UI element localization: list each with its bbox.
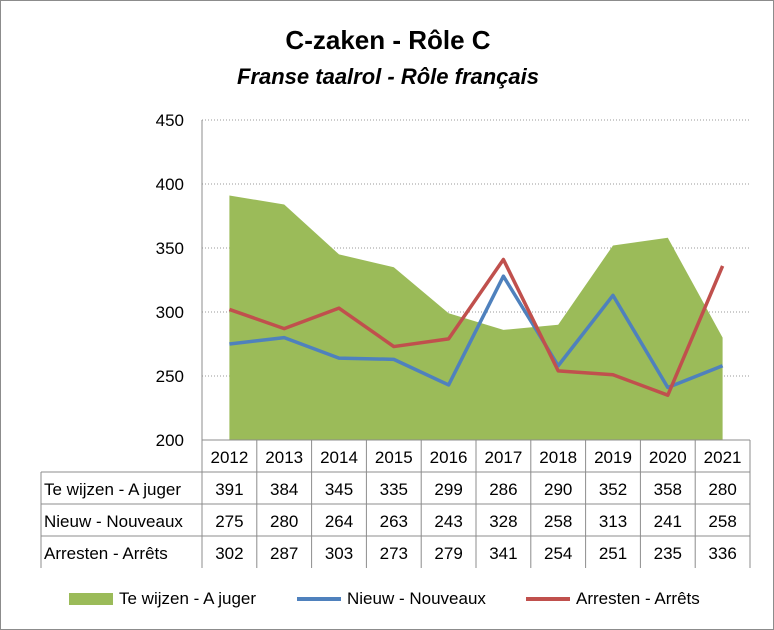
table-cell: 299 — [434, 480, 462, 499]
x-tick-label: 2013 — [265, 448, 303, 467]
table-cell: 303 — [325, 544, 353, 563]
line-arresten — [228, 257, 725, 397]
table-cell: 263 — [380, 512, 408, 531]
chart-title: C-zaken - Rôle C — [285, 25, 491, 55]
table-cell: 280 — [708, 480, 736, 499]
legend-swatch-nieuw — [297, 597, 341, 601]
table-cell: 345 — [325, 480, 353, 499]
table-cell: 254 — [544, 544, 572, 563]
legend-item-te-wijzen: Te wijzen - A juger — [69, 587, 256, 611]
x-tick-label: 2012 — [210, 448, 248, 467]
x-tick-label: 2020 — [649, 448, 687, 467]
table-row-label: Te wijzen - A juger — [44, 480, 181, 499]
table-cell: 335 — [380, 480, 408, 499]
table-cell: 328 — [489, 512, 517, 531]
table-cell: 241 — [654, 512, 682, 531]
legend: Te wijzen - A juger Nieuw - Nouveaux Arr… — [1, 587, 773, 611]
table-cell: 358 — [654, 480, 682, 499]
line-nieuw — [229, 274, 724, 390]
x-tick-label: 2018 — [539, 448, 577, 467]
legend-label-arresten: Arresten - Arrêts — [576, 589, 700, 608]
y-tick-label: 200 — [156, 431, 184, 450]
x-tick-label: 2017 — [484, 448, 522, 467]
table-cell: 352 — [599, 480, 627, 499]
table-cell: 258 — [544, 512, 572, 531]
table-cell: 251 — [599, 544, 627, 563]
table-cell: 336 — [708, 544, 736, 563]
table-cell: 235 — [654, 544, 682, 563]
y-tick-label: 250 — [156, 367, 184, 386]
x-tick-label: 2019 — [594, 448, 632, 467]
table-cell: 384 — [270, 480, 298, 499]
legend-item-nieuw: Nieuw - Nouveaux — [297, 587, 486, 611]
table-cell: 286 — [489, 480, 517, 499]
table-cell: 273 — [380, 544, 408, 563]
table-row-label: Nieuw - Nouveaux — [44, 512, 183, 531]
table-cell: 290 — [544, 480, 572, 499]
x-tick-label: 2016 — [430, 448, 468, 467]
y-tick-label: 300 — [156, 303, 184, 322]
y-tick-label: 350 — [156, 239, 184, 258]
x-tick-label: 2021 — [704, 448, 742, 467]
x-tick-label: 2014 — [320, 448, 358, 467]
legend-label-nieuw: Nieuw - Nouveaux — [347, 589, 486, 608]
table-cell: 275 — [215, 512, 243, 531]
table-cell: 341 — [489, 544, 517, 563]
x-tick-label: 2015 — [375, 448, 413, 467]
table-cell: 302 — [215, 544, 243, 563]
table-cell: 313 — [599, 512, 627, 531]
table-cell: 280 — [270, 512, 298, 531]
table-cell: 279 — [434, 544, 462, 563]
table-cell: 287 — [270, 544, 298, 563]
table-cell: 264 — [325, 512, 353, 531]
table-cell: 258 — [708, 512, 736, 531]
y-tick-label: 450 — [156, 111, 184, 130]
legend-item-arresten: Arresten - Arrêts — [526, 587, 700, 611]
legend-swatch-te-wijzen — [69, 593, 113, 605]
table-cell: 391 — [215, 480, 243, 499]
legend-label-te-wijzen: Te wijzen - A juger — [119, 589, 257, 608]
legend-swatch-arresten — [526, 597, 570, 601]
chart-subtitle: Franse taalrol - Rôle français — [237, 64, 539, 89]
table-row-label: Arresten - Arrêts — [44, 544, 168, 563]
area-te-wijzen — [229, 195, 723, 440]
y-tick-label: 400 — [156, 175, 184, 194]
table-cell: 243 — [434, 512, 462, 531]
